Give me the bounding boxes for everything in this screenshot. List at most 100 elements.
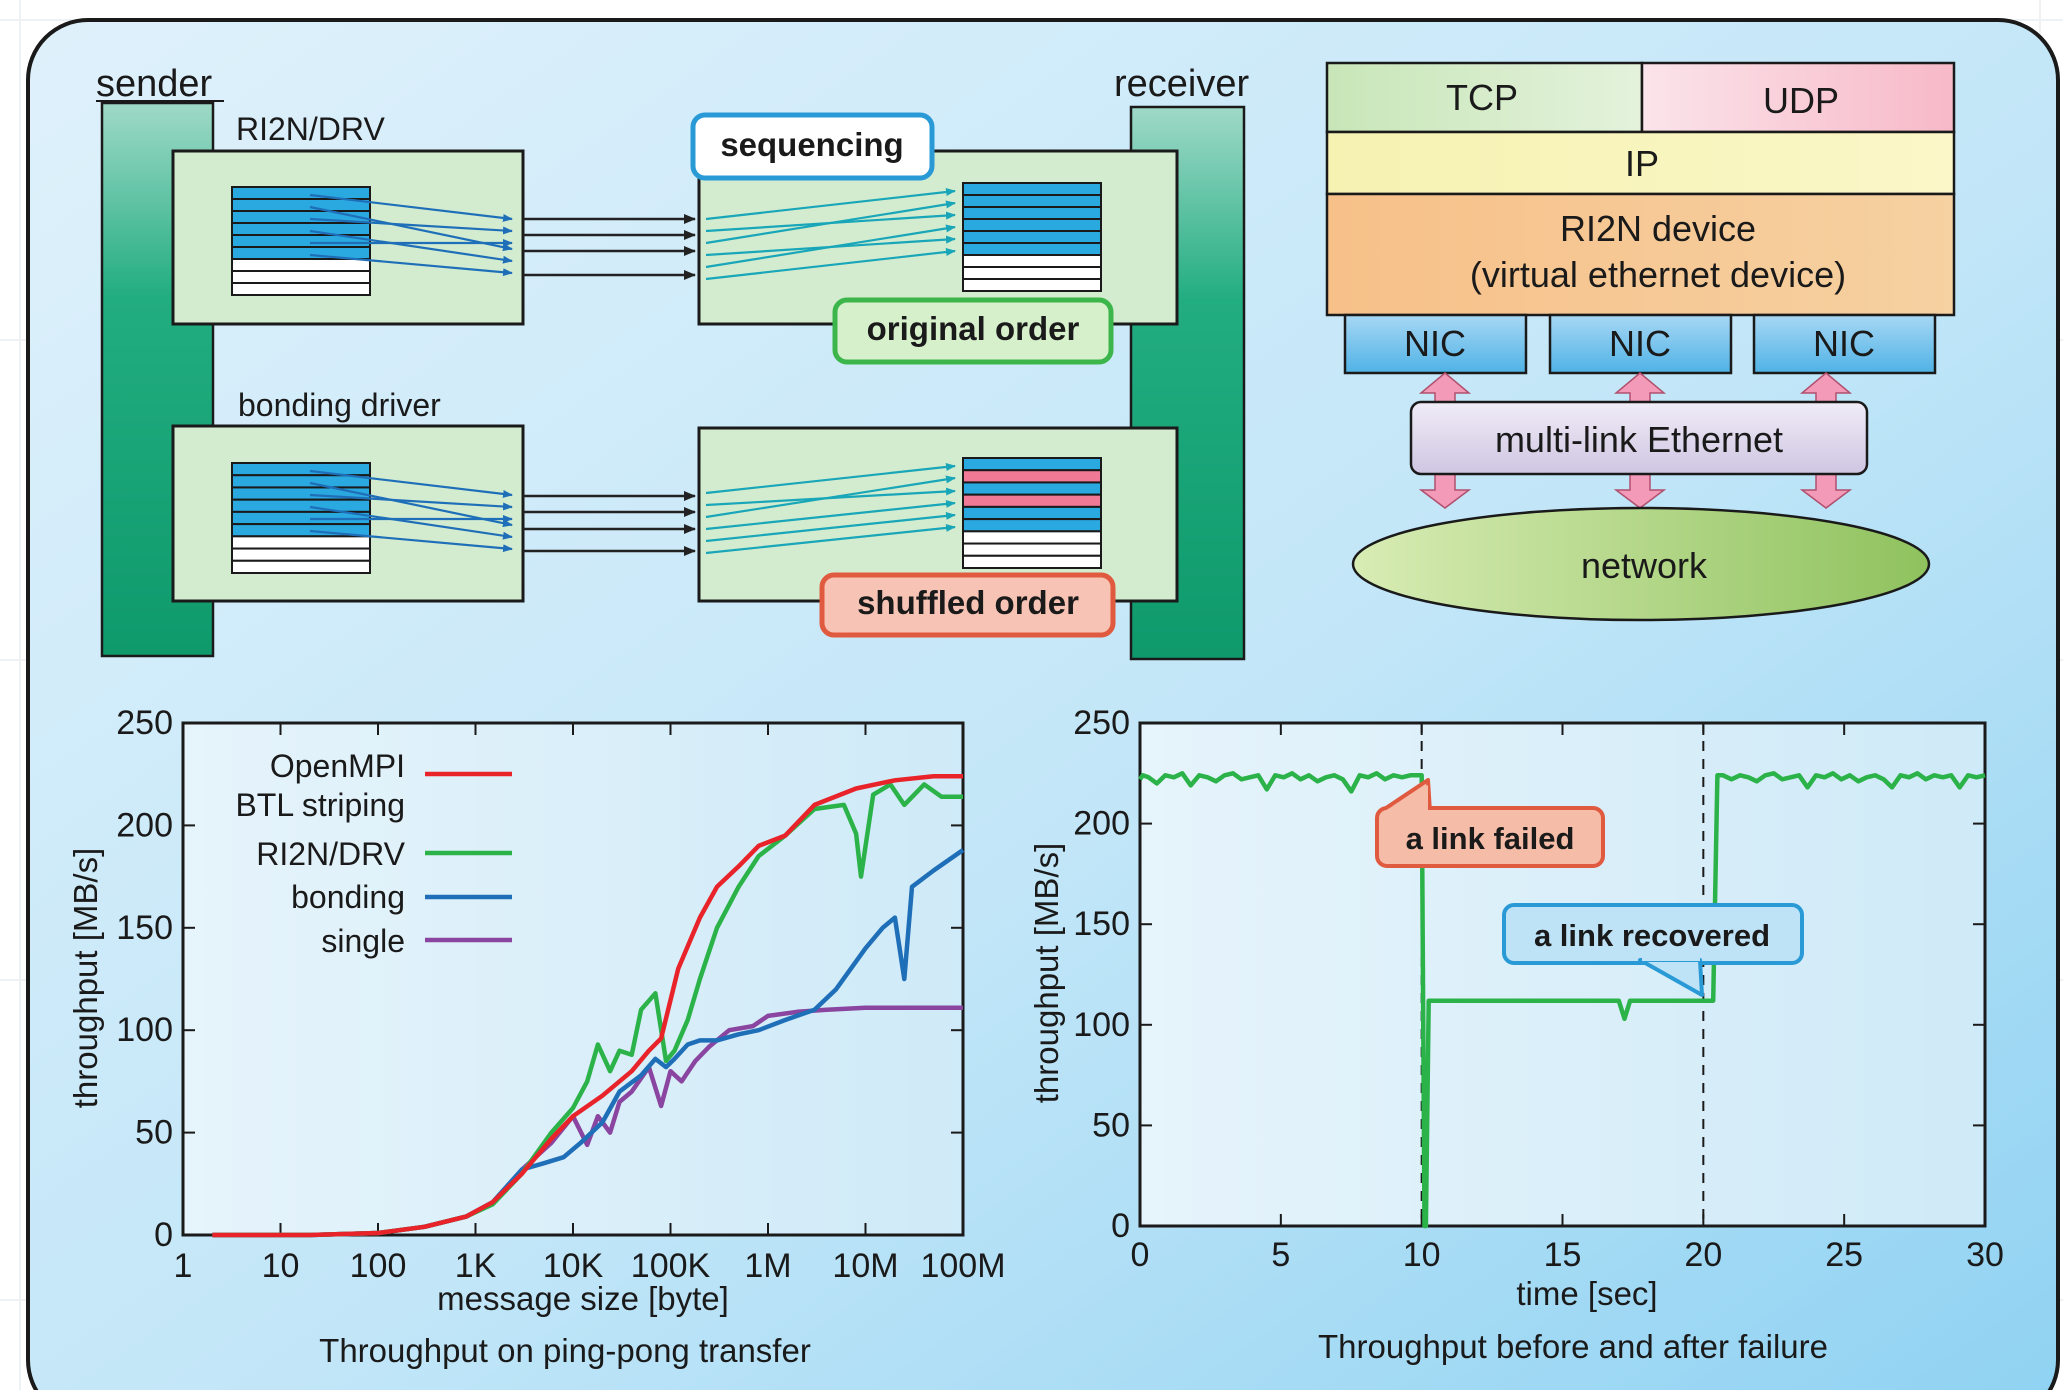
nic-label: NIC [1813,323,1875,364]
x-tick-label: 10 [1403,1236,1441,1274]
flow-arrow [309,193,513,222]
buffer-cell [231,498,371,513]
buffer-cell [962,493,1102,508]
chart2-x-axis-label: time [sec] [1516,1275,1657,1312]
x-tick-label: 10K [543,1247,604,1285]
buffer-cell [962,254,1102,268]
buffer-cell [962,505,1102,521]
buffer-cell [962,542,1102,557]
buffer-cell [962,518,1102,533]
network-label: network [1581,545,1708,586]
x-tick-label: 100K [631,1247,711,1285]
multilink-box [1409,400,1869,476]
y-tick-label: 50 [1092,1106,1130,1144]
buffer-cell [962,554,1102,569]
chart2-plot-area [1138,721,1987,1228]
nic-label: NIC [1609,323,1671,364]
legend-label: RI2N/DRV [256,836,405,872]
ri2n-sender-arrows [309,193,513,277]
buffer-cell [962,206,1102,220]
buffer-cell [231,186,371,200]
buffer-cell [231,535,371,550]
striping-diagram: sender receiver RI2N/DRV bonding driver … [96,63,1249,661]
buffer-cell [231,258,371,272]
original-order-badge-text: original order [867,310,1080,347]
ri2n-receiver-buffer [962,182,1102,292]
chart2-title: Throughput before and after failure [1318,1328,1828,1365]
bonding-receiver-arrows [705,462,956,555]
ip-layer [1325,130,1956,196]
buffer-cell [962,266,1102,280]
x-tick-label: 1 [174,1247,193,1285]
failure-chart: 0 50 100 150 200 250 0 5 10 15 20 25 30 throughput [… [1028,704,2004,1365]
down-arrow [1613,473,1667,509]
network-ellipse [1351,506,1931,622]
chart2-series [1138,771,1986,1229]
x-tick-label: 10 [262,1247,300,1285]
shuffled-order-badge-text: shuffled order [857,584,1079,621]
buffer-cell [231,246,371,260]
udp-label: UDP [1763,80,1839,121]
bonding-receiver-buffer [962,457,1102,569]
tcp-label: TCP [1446,77,1518,118]
y-tick-label: 150 [116,909,173,947]
flow-arrow [705,499,956,531]
udp-layer [1640,61,1956,134]
down-arrow [1418,473,1472,509]
nic-box [1752,313,1937,375]
chart1-y-axis-label: throughput [MB/s] [67,848,104,1108]
protocol-stack: TCP UDP IP RI2N device (virtual ethernet… [1325,61,1956,622]
ri2n-device-label: RI2N device [1560,208,1756,249]
buffer-cell [962,530,1102,545]
legend-label: OpenMPI [270,748,405,784]
chart1-x-axis-label: message size [byte] [437,1280,729,1317]
flow-arrow [705,200,956,245]
flow-arrow [309,229,513,264]
flow-arrow [309,529,513,553]
nic-box [1343,313,1528,375]
x-tick-label: 1K [455,1247,497,1285]
ri2n-drv-label: RI2N/DRV [236,111,385,147]
buffer-cell [231,270,371,284]
buffer-cell [962,481,1102,496]
flow-arrow [705,188,956,221]
buffer-cell [231,462,371,477]
series-line-ri2n [1138,771,1986,1229]
buffer-cell [962,194,1102,208]
buffer-cell [962,242,1102,256]
link-recovered-text: a link recovered [1534,918,1770,953]
buffer-cell [962,182,1102,196]
buffer-cell [231,222,371,236]
x-tick-label: 100 [350,1247,407,1285]
chart1-series [212,773,965,1238]
nic-box [1548,313,1733,375]
x-tick-label: 20 [1684,1236,1722,1274]
flow-arrow [705,523,956,555]
original-order-badge: original order [832,297,1114,365]
flow-arrow [309,217,513,235]
x-tick-label: 30 [1966,1236,2004,1274]
buffer-cell [962,230,1102,244]
y-tick-label: 0 [154,1216,173,1254]
buffer-cell [962,218,1102,232]
y-tick-label: 100 [116,1011,173,1049]
x-tick-label: 100M [920,1247,1005,1285]
down-arrow [1799,473,1853,509]
flow-arrow [309,493,513,511]
sender-label: sender [96,63,213,105]
x-tick-label: 0 [1131,1236,1150,1274]
flow-arrow [705,248,956,281]
buffer-cell [231,559,371,574]
buffer-cell [231,547,371,562]
y-tick-label: 200 [1073,805,1130,843]
flow-arrow [705,224,956,269]
series-line-openmpi [212,773,963,1238]
legend-label: BTL striping [235,787,405,823]
ri2n-links [523,214,696,280]
ri2n-sender-buffer [231,186,371,296]
y-tick-label: 100 [1073,1006,1130,1044]
buffer-cell [231,198,371,212]
legend-label: bonding [291,879,405,915]
